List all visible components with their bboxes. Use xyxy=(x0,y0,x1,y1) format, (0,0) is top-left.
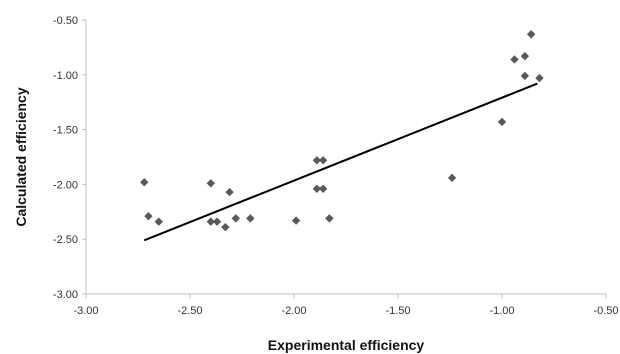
data-point xyxy=(510,55,519,64)
data-point xyxy=(140,178,149,187)
series-layer xyxy=(140,30,544,242)
y-tick-label: -1.00 xyxy=(53,70,78,82)
data-point xyxy=(225,187,234,197)
data-point xyxy=(526,30,536,39)
data-point xyxy=(144,211,153,221)
data-point xyxy=(206,179,215,188)
y-tick-label: -2.00 xyxy=(53,179,78,191)
data-point xyxy=(497,117,507,127)
data-point xyxy=(520,51,530,61)
data-point xyxy=(535,73,544,83)
x-tick-label: -1.00 xyxy=(489,305,514,317)
y-ticks: -0.50 -1.00 -1.50 -2.00 -2.50 -3.00 xyxy=(53,15,86,301)
y-tick-label: -2.50 xyxy=(53,234,78,246)
data-point xyxy=(447,173,457,183)
data-point xyxy=(212,217,222,226)
y-tick-label: -3.00 xyxy=(53,289,78,301)
x-tick-label: -3.00 xyxy=(73,305,98,317)
x-tick-label: -2.00 xyxy=(281,305,306,317)
data-point xyxy=(325,214,334,223)
trend-line xyxy=(143,82,538,242)
x-tick-label: -2.50 xyxy=(177,305,202,317)
data-point xyxy=(312,184,322,193)
data-point xyxy=(291,216,301,225)
data-point xyxy=(231,214,240,223)
x-axis-title: Experimental efficiency xyxy=(268,337,425,353)
y-tick-label: -1.50 xyxy=(53,125,78,137)
x-ticks: -3.00 -2.50 -2.00 -1.50 -1.00 -0.50 xyxy=(73,294,619,317)
data-point xyxy=(246,214,255,223)
data-point xyxy=(312,156,322,165)
axes xyxy=(85,20,606,295)
data-point xyxy=(206,217,215,226)
data-point xyxy=(154,217,163,226)
y-axis-title: Calculated efficiency xyxy=(13,87,29,226)
data-point xyxy=(318,156,328,165)
data-point xyxy=(318,184,328,193)
x-tick-label: -1.50 xyxy=(385,305,410,317)
data-point xyxy=(520,71,530,81)
x-tick-label: -0.50 xyxy=(593,305,618,317)
y-tick-label: -0.50 xyxy=(53,15,78,27)
data-point xyxy=(221,222,230,232)
